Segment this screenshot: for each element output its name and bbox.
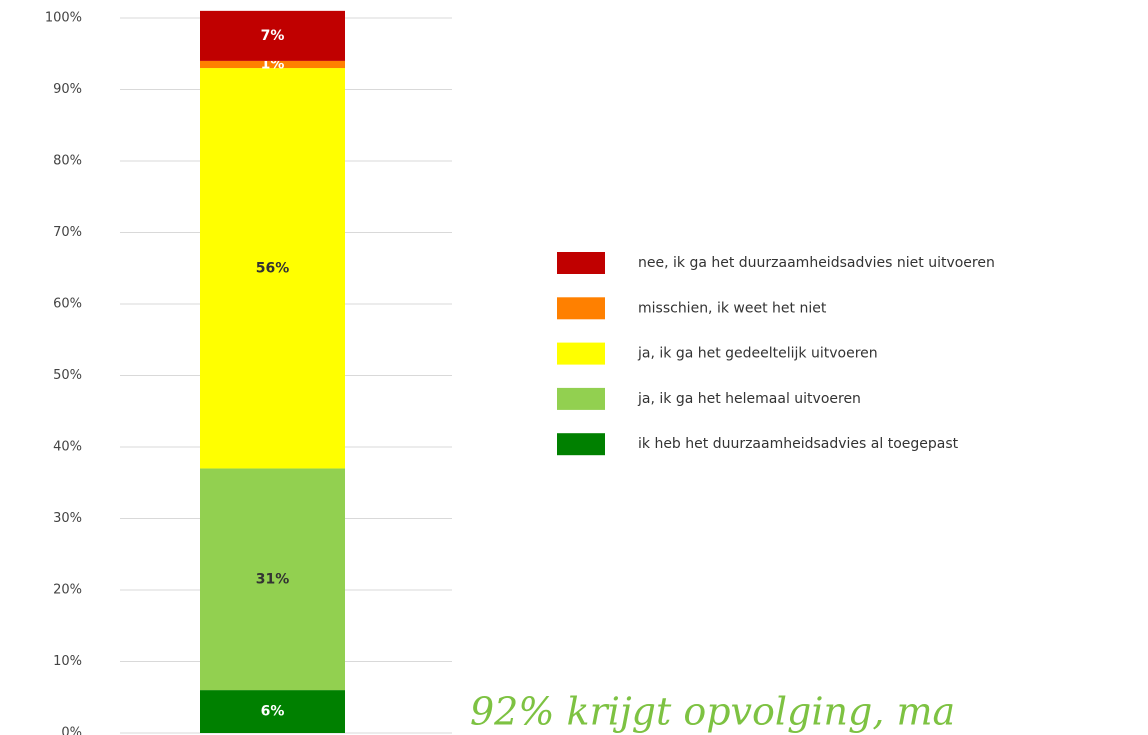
legend-swatch [557, 433, 605, 456]
y-tick-label: 30% [53, 511, 82, 526]
legend-label: nee, ik ga het duurzaamheidsadvies niet … [638, 255, 995, 271]
y-tick-label: 80% [53, 154, 82, 169]
y-tick-label: 0% [61, 726, 82, 735]
annotation: 92% krijgt opvolging, ma [470, 690, 955, 734]
bar-segment [200, 10, 345, 61]
y-tick-label: 70% [53, 225, 82, 240]
y-tick-label: 60% [53, 297, 82, 312]
legend-swatch [557, 387, 605, 410]
legend-label: ja, ik ga het gedeeltelijk uitvoeren [637, 346, 878, 362]
legend-label: ja, ik ga het helemaal uitvoeren [637, 391, 861, 407]
y-tick-label: 20% [53, 583, 82, 598]
legend-swatch [557, 297, 605, 320]
bar-segment [200, 68, 345, 469]
y-tick-label: 100% [45, 11, 82, 26]
legend-label: ik heb het duurzaamheidsadvies al toegep… [638, 436, 959, 452]
data-label: 56% [256, 260, 290, 276]
bar-segment [200, 690, 345, 733]
data-label: 6% [261, 704, 285, 720]
legend-swatch [557, 252, 605, 274]
bar-segment [200, 60, 345, 69]
y-tick-label: 10% [53, 654, 82, 669]
y-tick-label: 40% [53, 440, 82, 455]
legend-label: misschien, ik weet het niet [638, 300, 827, 316]
y-tick-label: 90% [53, 82, 82, 97]
data-label: 7% [261, 28, 285, 44]
bar-segment [200, 468, 345, 691]
data-label: 31% [256, 571, 290, 587]
y-tick-label: 50% [53, 368, 82, 383]
legend-swatch [557, 342, 605, 365]
